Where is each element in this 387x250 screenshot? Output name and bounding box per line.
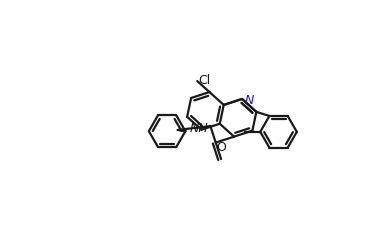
Text: O: O xyxy=(216,141,226,154)
Text: Cl: Cl xyxy=(199,74,211,87)
Text: N: N xyxy=(245,94,254,108)
Text: NH: NH xyxy=(190,122,208,134)
